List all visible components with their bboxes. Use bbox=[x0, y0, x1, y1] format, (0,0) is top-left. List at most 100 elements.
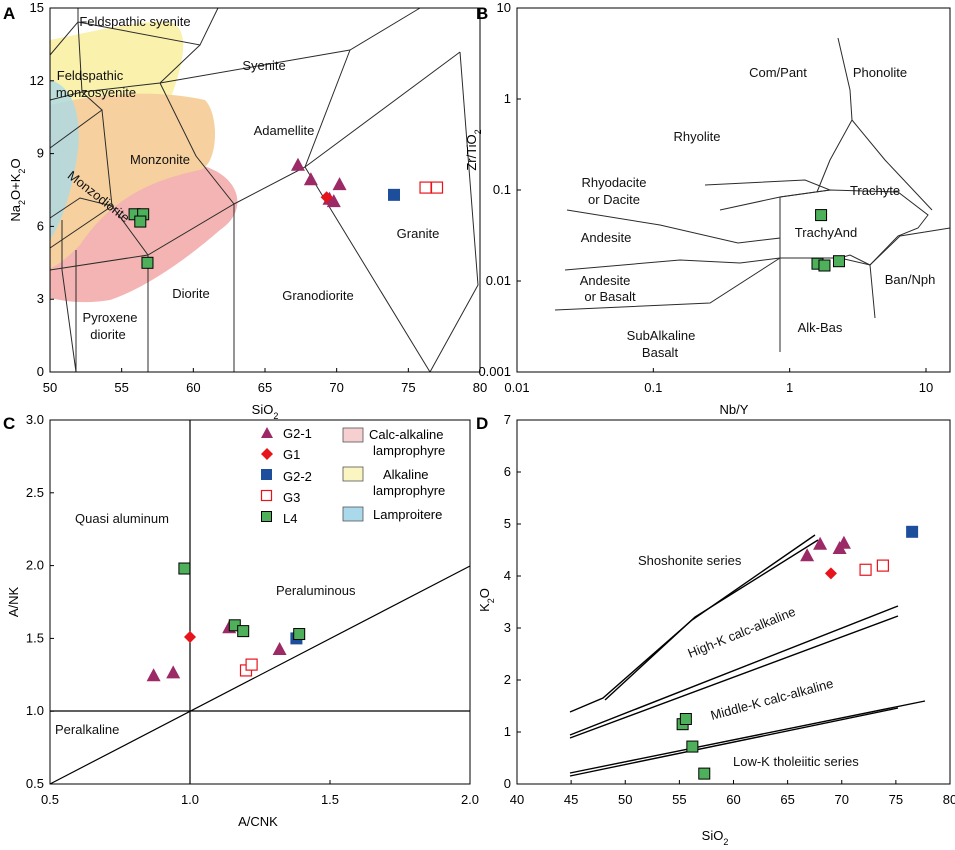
field-label: Rhyolite bbox=[674, 129, 721, 144]
field-label: TrachyAnd bbox=[795, 225, 857, 240]
panel-b-boundaries bbox=[554, 37, 951, 352]
field-label: Low-K tholeiitic series bbox=[733, 754, 859, 769]
point-g2-1 bbox=[166, 665, 181, 679]
legend-label: Alkaline bbox=[383, 467, 429, 482]
x-tick-label: 65 bbox=[780, 792, 794, 807]
field-label: Monzonite bbox=[130, 152, 190, 167]
field-label: Shoshonite series bbox=[638, 553, 742, 568]
legend-marker-l4 bbox=[261, 511, 272, 522]
y-tick-label: 1.5 bbox=[26, 630, 44, 645]
field-label: SubAlkaline bbox=[627, 328, 696, 343]
field-label: Andesite bbox=[580, 273, 631, 288]
y-tick-label: 12 bbox=[30, 73, 44, 88]
x-tick-label: 1.5 bbox=[321, 792, 339, 807]
legend-label: lamprophyre bbox=[373, 443, 445, 458]
field-label: Phonolite bbox=[853, 65, 907, 80]
point-g3 bbox=[245, 658, 258, 671]
panel-letter-a: A bbox=[3, 4, 15, 23]
field-label: Rhyodacite bbox=[581, 175, 646, 190]
panel-a-axes: 50 55 60 65 70 75 80 0 3 6 9 12 15 bbox=[30, 0, 488, 395]
legend-label: G3 bbox=[283, 490, 300, 505]
legend-label: lamprophyre bbox=[373, 483, 445, 498]
x-tick-label: 40 bbox=[510, 792, 524, 807]
panel-c-points bbox=[146, 562, 306, 682]
panel-c-legend: G2-1 G1 G2-2 G3 L4 Calc-alkaline lamprop… bbox=[260, 426, 445, 526]
x-tick-label: 80 bbox=[473, 380, 487, 395]
field-label: Pyroxene bbox=[83, 310, 138, 325]
panel-letter-d: D bbox=[476, 414, 488, 433]
legend-marker-g2-2 bbox=[261, 469, 272, 480]
point-g2-1 bbox=[272, 642, 287, 656]
field-label: Peralkaline bbox=[55, 722, 119, 737]
legend-swatch-calc-alkaline bbox=[342, 427, 364, 443]
panel-letter-b: B bbox=[476, 4, 488, 23]
x-tick-label: 45 bbox=[564, 792, 578, 807]
panel-a-field-shading bbox=[50, 21, 238, 303]
point-l4 bbox=[293, 628, 306, 641]
y-tick-label: 0.01 bbox=[486, 273, 511, 288]
y-tick-label: 1 bbox=[504, 91, 511, 106]
y-tick-label: 0 bbox=[504, 776, 511, 791]
point-g2-1 bbox=[303, 172, 318, 186]
point-l4 bbox=[178, 562, 191, 575]
point-g1 bbox=[824, 567, 837, 580]
panel-d-points bbox=[676, 525, 919, 780]
y-tick-label: 3 bbox=[504, 620, 511, 635]
point-l4 bbox=[134, 215, 147, 228]
field-label: Adamellite bbox=[254, 123, 315, 138]
point-g2-1 bbox=[326, 194, 341, 208]
panel-d-ylabel: K2O bbox=[477, 588, 496, 612]
point-g1 bbox=[184, 630, 196, 643]
point-l4 bbox=[815, 209, 828, 222]
x-tick-label: 55 bbox=[114, 380, 128, 395]
field-label: Granodiorite bbox=[282, 288, 354, 303]
x-tick-label: 60 bbox=[726, 792, 740, 807]
panel-c-axes: 0.5 1.0 1.5 2.0 0.5 1.0 1.5 2.0 2.5 3.0 bbox=[26, 412, 479, 807]
legend-label: G1 bbox=[283, 447, 300, 462]
field-label: Feldspathic bbox=[57, 68, 124, 83]
x-tick-label: 60 bbox=[186, 380, 200, 395]
field-label: Trachyte bbox=[850, 183, 900, 198]
y-tick-label: 3 bbox=[37, 291, 44, 306]
field-label: Quasi aluminum bbox=[75, 511, 169, 526]
x-tick-label: 80 bbox=[943, 792, 955, 807]
point-g2-1 bbox=[332, 177, 347, 191]
point-l4 bbox=[237, 625, 250, 638]
legend-swatch-alkaline bbox=[342, 466, 364, 482]
y-tick-label: 4 bbox=[504, 568, 511, 583]
point-g2-2 bbox=[906, 525, 919, 538]
panel-a-ylabel: Na2O+K2O bbox=[8, 158, 27, 221]
panel-b-points bbox=[811, 209, 845, 272]
x-tick-label: 65 bbox=[258, 380, 272, 395]
panel-a-points bbox=[128, 157, 444, 269]
field-label: Diorite bbox=[172, 286, 210, 301]
field-label: monzosyenite bbox=[56, 85, 136, 100]
y-tick-label: 0.001 bbox=[478, 364, 511, 379]
point-g1 bbox=[320, 191, 333, 204]
monzonite-field bbox=[50, 93, 216, 268]
panel-c-shand-diagram: 0.5 1.0 1.5 2.0 0.5 1.0 1.5 2.0 2.5 3.0 Quasi alu… bbox=[6, 412, 479, 829]
y-tick-label: 0 bbox=[37, 364, 44, 379]
legend-swatch-lamproitere bbox=[342, 506, 364, 522]
legend-label: G2-2 bbox=[283, 469, 312, 484]
y-tick-label: 9 bbox=[37, 146, 44, 161]
point-l4 bbox=[686, 740, 699, 753]
panel-b-field-labels: Com/Pant Phonolite Rhyolite Rhyodacite o… bbox=[580, 65, 936, 360]
field-label: Granite bbox=[397, 226, 440, 241]
y-tick-label: 10 bbox=[497, 0, 511, 15]
y-tick-label: 7 bbox=[504, 412, 511, 427]
y-tick-label: 2 bbox=[504, 672, 511, 687]
y-tick-label: 2.0 bbox=[26, 558, 44, 573]
y-tick-label: 0.5 bbox=[26, 776, 44, 791]
legend-label: G2-1 bbox=[283, 426, 312, 441]
panel-letter-c: C bbox=[3, 414, 15, 433]
y-tick-label: 1.0 bbox=[26, 703, 44, 718]
panel-c-xlabel: A/CNK bbox=[238, 814, 278, 829]
x-tick-label: 1 bbox=[786, 380, 793, 395]
x-tick-label: 50 bbox=[618, 792, 632, 807]
field-label: Andesite bbox=[581, 230, 632, 245]
field-label: Ban/Nph bbox=[885, 272, 936, 287]
